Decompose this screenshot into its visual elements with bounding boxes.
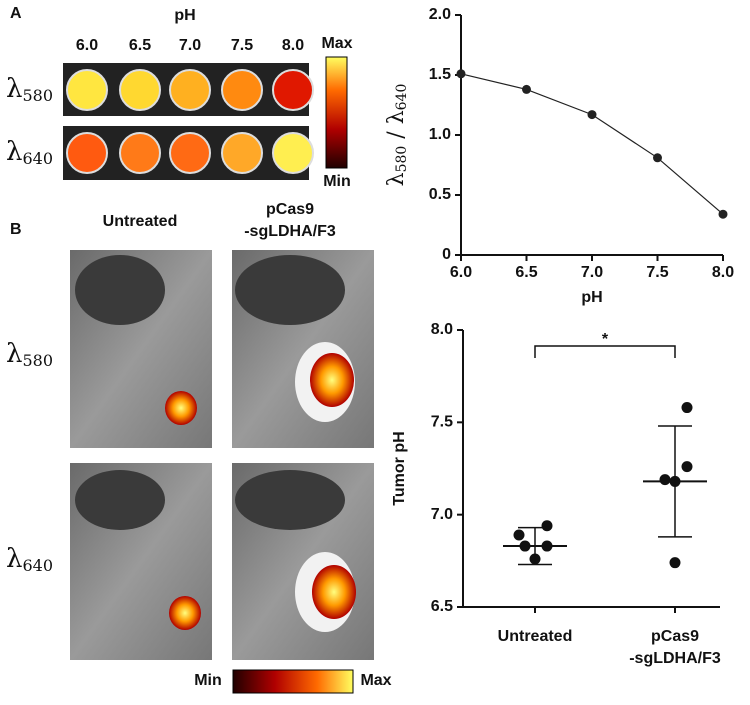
column-label: 8.0 <box>282 37 304 54</box>
x-tick-label: Untreated <box>498 628 573 645</box>
x-tick-label: 6.0 <box>450 264 472 281</box>
y-axis-title: Tumor pH <box>391 431 408 505</box>
hot-spot <box>312 565 356 619</box>
well-signal <box>119 132 161 174</box>
data-point <box>541 520 553 532</box>
well-signal <box>221 132 263 174</box>
mri-shadow <box>235 255 345 325</box>
symbol: λ <box>6 544 22 574</box>
well-signal <box>66 132 108 174</box>
y-tick-label: 0.5 <box>429 186 451 203</box>
symbol: λ <box>6 74 22 104</box>
x-tick-label: 7.0 <box>581 264 603 281</box>
row-label: λ580 <box>6 74 53 105</box>
symbol: λ <box>6 339 22 369</box>
hot-spot <box>169 596 201 630</box>
significance-bracket <box>534 345 676 358</box>
data-point <box>653 153 662 163</box>
data-point <box>513 529 525 541</box>
y-axis-title: λ580 / λ640 <box>384 84 410 187</box>
well-signal <box>272 132 314 174</box>
data-point <box>718 209 728 219</box>
data-point <box>681 461 693 473</box>
subscript: 640 <box>394 84 410 111</box>
y-tick-label: 2.0 <box>429 6 451 23</box>
y-tick-label: 7.0 <box>431 506 453 523</box>
well-signal <box>272 69 314 111</box>
axis-title: pH <box>174 7 195 24</box>
row-label: λ640 <box>6 137 53 168</box>
significance-label: * <box>602 331 609 348</box>
column-label: 6.0 <box>76 37 98 54</box>
well-signal <box>119 69 161 111</box>
symbol: / λ <box>384 110 409 145</box>
subscript: 640 <box>22 149 53 168</box>
subscript: 580 <box>22 351 53 370</box>
image-layout <box>63 56 374 694</box>
x-tick-label: 6.5 <box>515 264 537 281</box>
y-tick-label: 1.0 <box>429 126 451 143</box>
hot-spot <box>310 353 354 407</box>
well-signal <box>169 69 211 111</box>
column-label: pCas9 <box>266 201 314 218</box>
subscript: 580 <box>394 146 410 173</box>
symbol: λ <box>6 137 22 167</box>
y-tick-label: 0 <box>442 246 451 263</box>
column-label: 7.0 <box>179 37 201 54</box>
symbol: λ <box>384 172 409 186</box>
column-label: 6.5 <box>129 37 151 54</box>
column-label: Untreated <box>103 213 178 230</box>
hot-spot <box>165 391 197 425</box>
data-point <box>659 474 671 486</box>
y-tick-label: 1.5 <box>429 66 451 83</box>
data-point <box>669 557 681 569</box>
x-tick-label: pCas9 <box>651 628 699 645</box>
mri-shadow <box>75 470 165 530</box>
data-point <box>456 69 466 79</box>
column-label: 7.5 <box>231 37 253 54</box>
x-tick-label: 8.0 <box>712 264 734 281</box>
row-label: λ640 <box>6 544 53 575</box>
data-point <box>681 402 693 414</box>
colorbar-label: Max <box>360 672 391 689</box>
colorbar <box>325 56 348 169</box>
well-signal <box>221 69 263 111</box>
subscript: 580 <box>22 86 53 105</box>
data-point <box>522 84 531 94</box>
panel-label: A <box>10 5 22 22</box>
mri-shadow <box>75 255 165 325</box>
mri-shadow <box>235 470 345 530</box>
y-tick-label: 6.5 <box>431 598 453 615</box>
x-axis-title: pH <box>581 289 602 306</box>
y-tick-label: 7.5 <box>431 414 453 431</box>
x-tick-label: 7.5 <box>646 264 668 281</box>
row-label: λ580 <box>6 339 53 370</box>
colorbar-label: Max <box>321 35 352 52</box>
well-signal <box>66 69 108 111</box>
y-tick-label: 8.0 <box>431 321 453 338</box>
colorbar-label: Min <box>194 672 222 689</box>
colorbar-label: Min <box>323 173 351 190</box>
subscript: 640 <box>22 556 53 575</box>
data-line <box>460 73 724 215</box>
column-label: -sgLDHA/F3 <box>244 223 336 240</box>
x-tick-label: -sgLDHA/F3 <box>629 650 721 667</box>
data-point <box>587 110 597 120</box>
colorbar <box>232 669 354 694</box>
well-signal <box>169 132 211 174</box>
panel-label: B <box>10 221 22 238</box>
